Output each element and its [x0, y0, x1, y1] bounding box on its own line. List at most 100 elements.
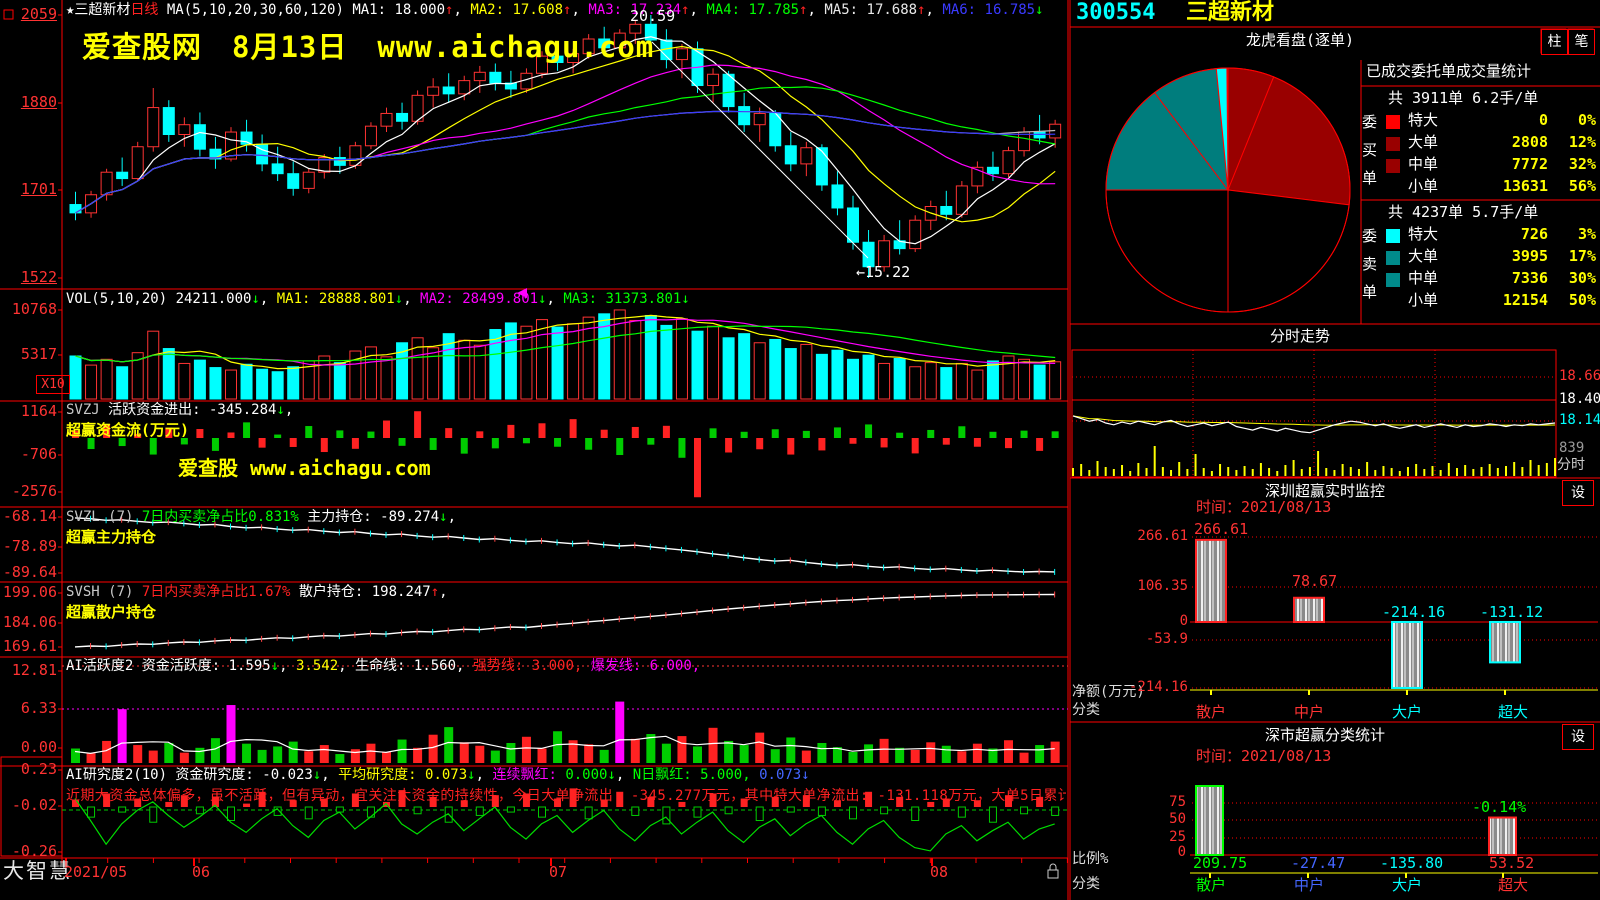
y-axis-label: 10768 [11, 300, 57, 318]
low-annotation: ←15.22 [856, 263, 911, 281]
order-row-value: 12154 [1502, 291, 1548, 309]
tick-mode-button[interactable]: 笔 [1568, 29, 1595, 55]
y-axis-label: 184.06 [2, 613, 57, 631]
date-label: 2021/05 [64, 863, 128, 881]
header-text-run: , [439, 584, 448, 600]
header-text-run: AI研究度2(10) 资金研究度: -0.023 [66, 767, 313, 783]
category-label: 中户 [1293, 703, 1325, 721]
header-text-run: SVZL (7) [66, 509, 142, 525]
bar-value-label: -27.47 [1291, 854, 1346, 872]
monitor-y-tick: -214.16 [1128, 679, 1188, 695]
header-text-run: ↓ [276, 402, 285, 418]
header-text-run: MA5: 17.688 [824, 2, 918, 18]
header-text-run: 连续飘红: [492, 767, 566, 783]
y-axis-label: 169.61 [2, 637, 57, 655]
watermark-svzj: 爱查股 www.aichagu.com [178, 456, 431, 480]
order-row-label: 中单 [1408, 269, 1439, 287]
monitor-y-tick: 25 [1169, 829, 1186, 845]
header-text-run: SVSH (7) [66, 584, 142, 600]
bar-value-label: 209.75 [1193, 854, 1248, 872]
header-text-run: , [689, 2, 707, 18]
header-text-run: ★三超新材 [66, 2, 131, 18]
header-text-run: ↑ [445, 2, 454, 18]
order-table-title: 已成交委托单成交量统计 [1366, 62, 1532, 80]
header-text-run: ↓ [681, 291, 690, 307]
order-row-swatch [1386, 159, 1400, 173]
y-axis-label: -0.26 [11, 842, 57, 860]
header-text-run: ↓ [801, 767, 810, 783]
y-axis-label: 2059 [20, 5, 57, 23]
header-text-run: MA1: 28888.801 [276, 291, 395, 307]
header-text-run: 爆发线: 6.000, [590, 658, 701, 674]
svsh-subtitle: 超赢散户持仓 [66, 603, 157, 621]
y-axis-label: 1880 [20, 93, 57, 111]
monitor2-settings-button[interactable]: 设 [1562, 724, 1594, 750]
category-label: 中户 [1293, 876, 1325, 894]
header-text-run: 主力持仓: -89.274 [298, 509, 440, 525]
header-text-run: , [475, 767, 493, 783]
header-text-run: 散户持仓: 198.247 [290, 584, 431, 600]
monitor-y-tick: 0 [1177, 844, 1186, 860]
volume-header: VOL(5,10,20) 24211.000↓, MA1: 28888.801↓… [66, 291, 690, 308]
category-label: 散户 [1195, 703, 1227, 721]
category-label: 大户 [1391, 703, 1423, 721]
header-text-run: 活跃资金进出: -345.284 [99, 402, 277, 418]
order-row-label: 小单 [1408, 291, 1439, 309]
date-label: 06 [192, 863, 211, 881]
y-axis-label: 0.00 [20, 738, 57, 756]
app-logo: 大智慧 [3, 859, 72, 883]
y-axis-label: -2576 [11, 482, 57, 500]
header-text-run: ↓ [439, 509, 448, 525]
order-row-pct: 17% [1568, 247, 1596, 265]
header-text-run: , [279, 658, 297, 674]
monitor-y-tick: 106.35 [1137, 578, 1188, 594]
bar-mode-button[interactable]: 柱 [1541, 29, 1568, 55]
monitor2-class-label: 分类 [1072, 876, 1100, 892]
intraday-y-label: 18.14 [1559, 412, 1600, 428]
header-text-run: MA3: 17.234 [588, 2, 682, 18]
header-text-run: , [321, 767, 339, 783]
category-label: 超大 [1497, 876, 1529, 894]
bar-value-label: -135.80 [1380, 854, 1444, 872]
order-row-value: 3995 [1511, 247, 1548, 265]
header-text-run: , [284, 402, 294, 418]
header-text-run: 生命线: 1.560, [355, 658, 473, 674]
header-text-run: ↑ [430, 584, 440, 600]
header-text-run: , [571, 2, 589, 18]
header-text-run: , [925, 2, 943, 18]
header-text-run: AI活跃度2 资金活跃度: 1.595 [66, 658, 271, 674]
intraday-x-label: 分时 [1557, 457, 1585, 473]
header-text-run: , [447, 509, 457, 525]
bar-value-label: 78.67 [1292, 572, 1338, 590]
monitor2-title: 深市超赢分类统计 [1264, 726, 1386, 744]
sell-summary: 共 4237单 5.7手/单 [1388, 203, 1539, 221]
y-axis-label: 12.81 [11, 661, 57, 679]
intraday-volume-max: 839 [1559, 440, 1585, 456]
header-text-run: MA4: 17.785 [706, 2, 800, 18]
monitor-y-tick: 75 [1169, 794, 1186, 810]
volume-x10-label: X10 [36, 375, 70, 394]
order-row-value: 13631 [1502, 177, 1548, 195]
header-text-run: SVZJ [66, 402, 100, 418]
sell-side-label: 委卖单 [1361, 227, 1377, 301]
order-row-label: 特大 [1408, 225, 1439, 243]
y-axis-label: 1164 [20, 402, 57, 420]
header-text-run: MA6: 16.785 [942, 2, 1036, 18]
header-text-run: , [403, 291, 421, 307]
watermark-main: 爱查股网 8月13日 www.aichagu.com [82, 30, 655, 64]
monitor1-settings-button[interactable]: 设 [1562, 480, 1594, 506]
bar-value-label: -131.12 [1480, 603, 1544, 621]
monitor1-title: 深圳超赢实时监控 [1264, 482, 1386, 500]
order-row-value: 7772 [1511, 155, 1548, 173]
monitor1-time: 时间：2021/08/13 [1196, 498, 1332, 516]
order-row-label: 中单 [1408, 155, 1439, 173]
y-axis-label: 0.23 [20, 760, 57, 778]
monitor1-unit-label: 净额(万元) [1072, 684, 1145, 700]
order-row-pct: 0% [1577, 111, 1596, 129]
ai-activity-header: AI活跃度2 资金活跃度: 1.595↓, 3.542, 生命线: 1.560,… [66, 658, 700, 675]
ai-research-narration: 近期大资金总体偏多，虽不活跃，但有异动，宜关注大资金的持续性，今日大单净流出: … [66, 788, 1066, 804]
order-row-label: 大单 [1408, 133, 1439, 151]
header-text-run: ↑ [917, 2, 926, 18]
